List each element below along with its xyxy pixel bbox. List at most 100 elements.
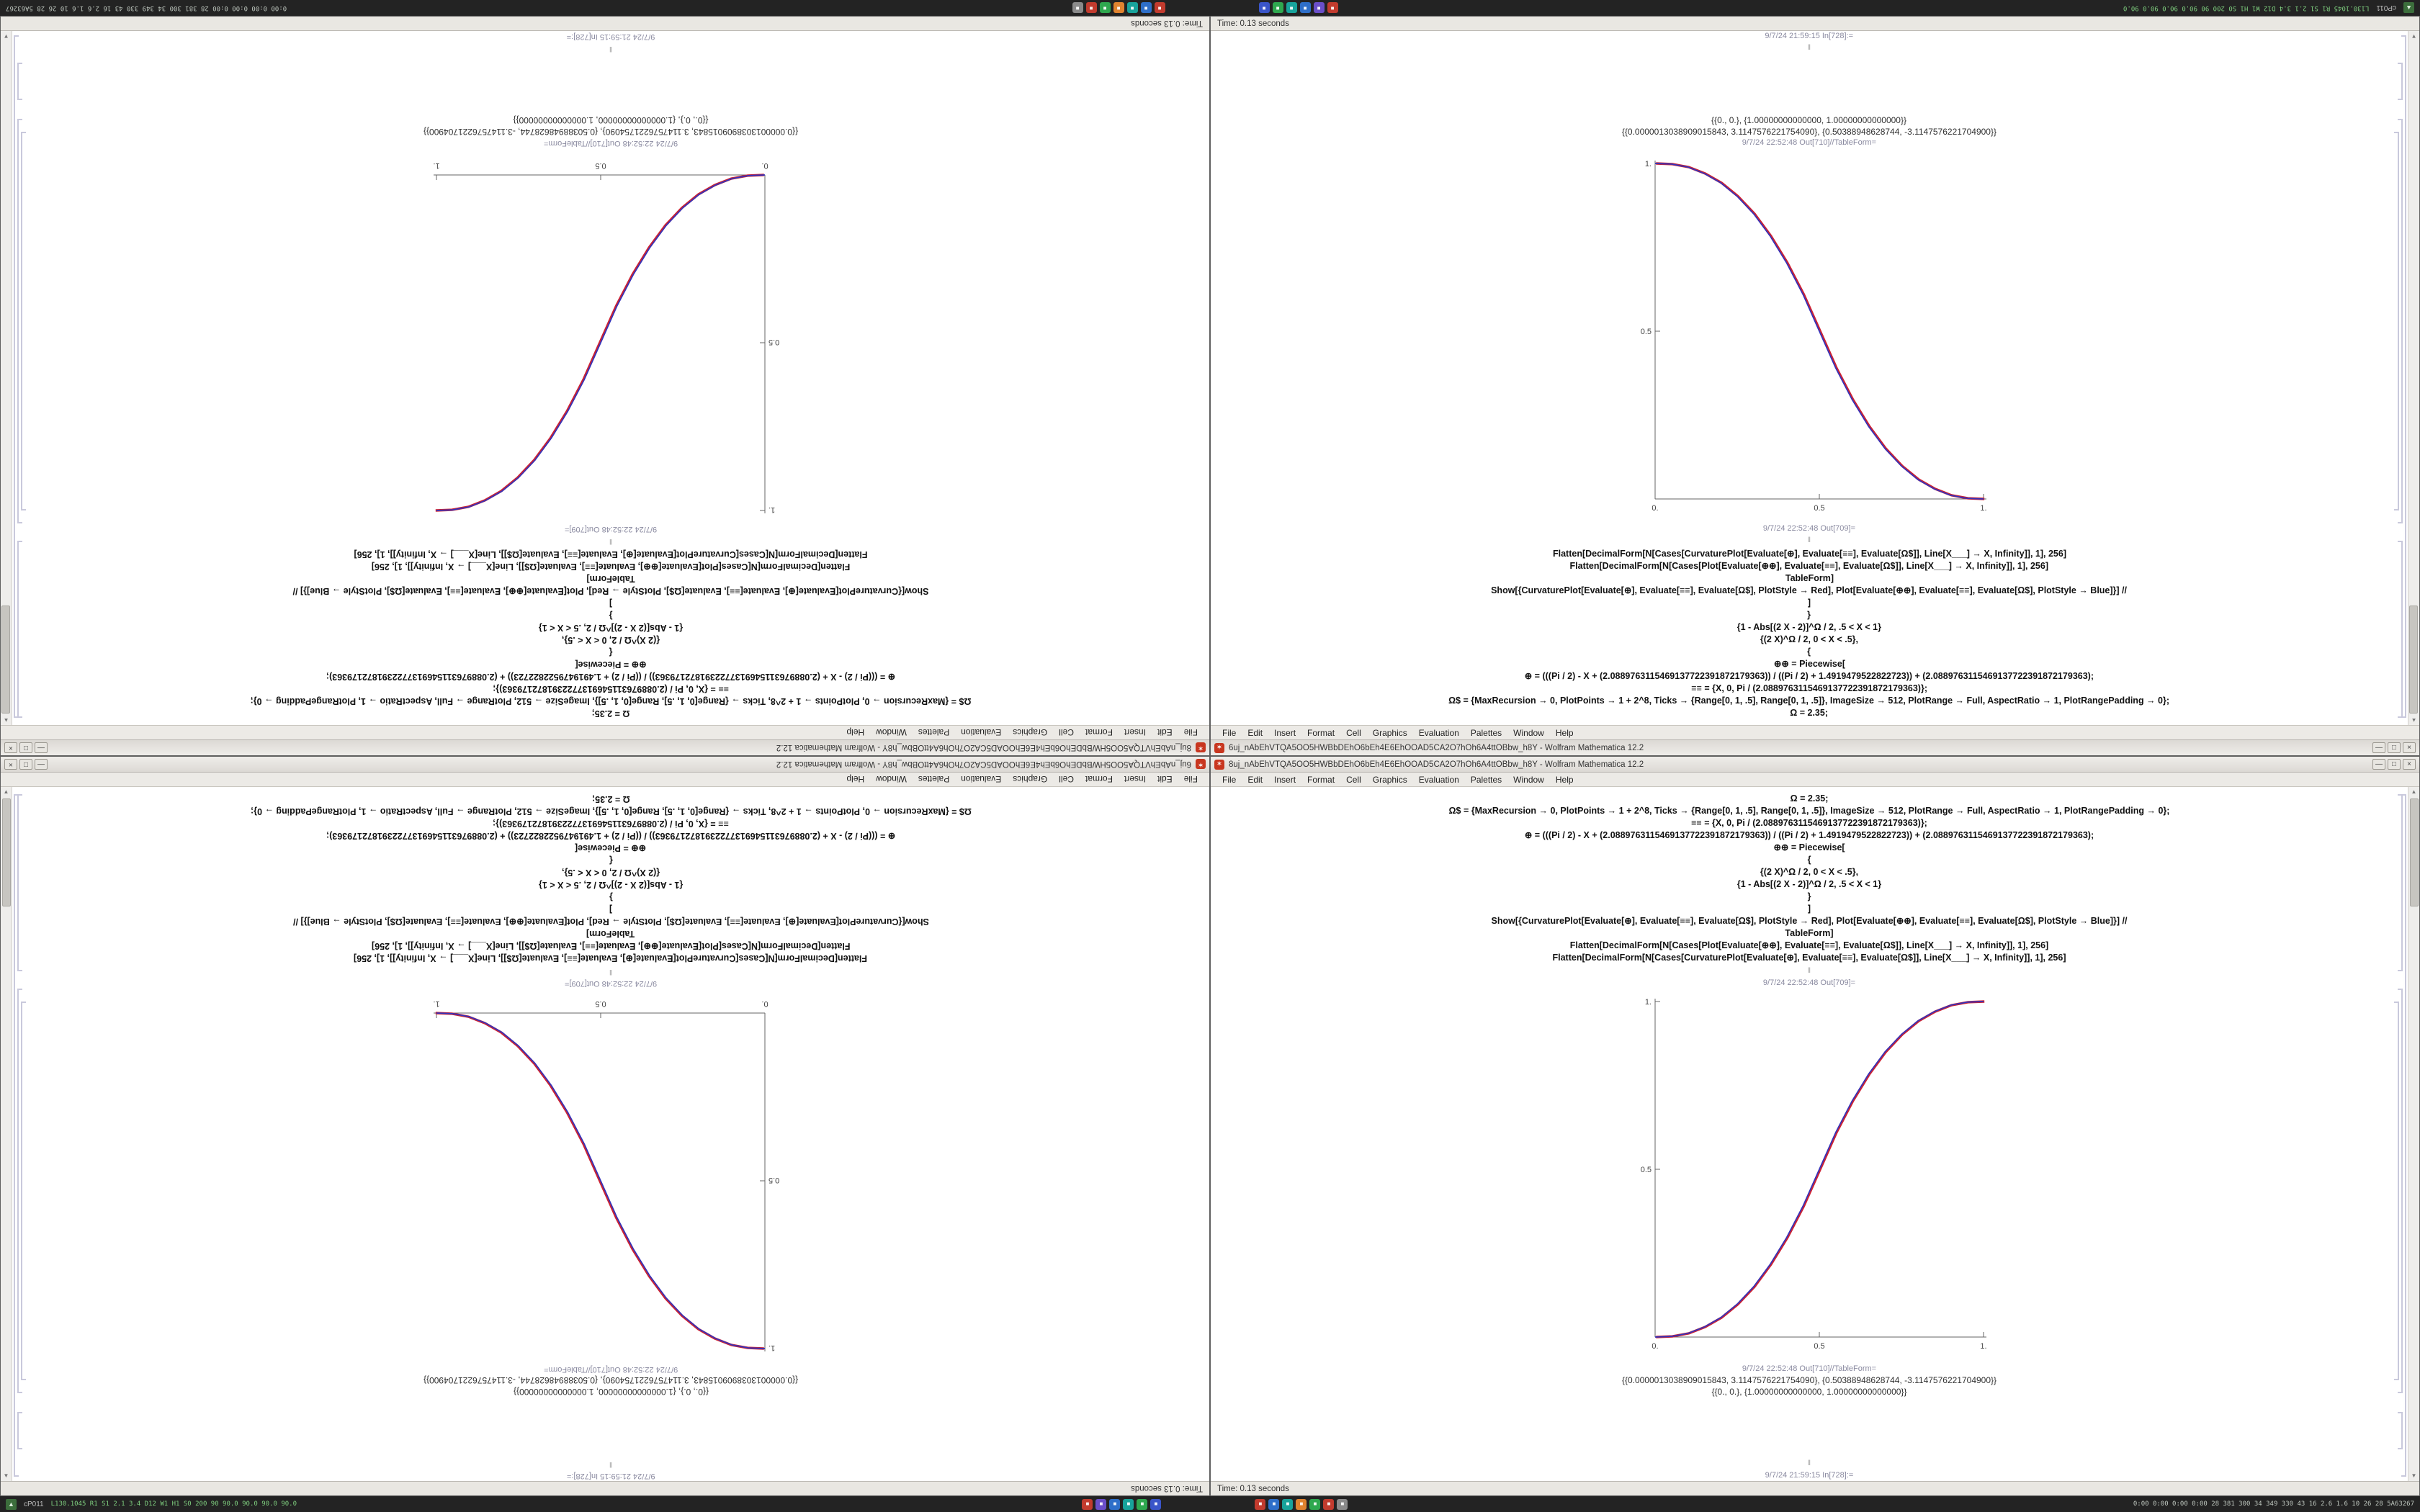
- cell-code[interactable]: ]: [609, 904, 613, 914]
- cell-code[interactable]: Flatten[DecimalForm[N[Cases[Plot[Evaluat…: [1569, 940, 2049, 950]
- titlebar[interactable]: ✶ 8uj_nAbEhVTQA5OO5HWBbDEhO6bEh4E6EhOOAD…: [1211, 757, 2419, 773]
- cell-code[interactable]: Show[{CurvaturePlot[Evaluate[⊕], Evaluat…: [292, 586, 929, 596]
- cell-code[interactable]: Ω$ = {MaxRecursion → 0, PlotPoints → 1 +…: [250, 696, 972, 706]
- menu-format[interactable]: Format: [1085, 774, 1113, 785]
- close-button[interactable]: ×: [4, 742, 17, 753]
- menu-palettes[interactable]: Palettes: [1470, 774, 1502, 785]
- menu-palettes[interactable]: Palettes: [918, 727, 950, 738]
- menu-format[interactable]: Format: [1085, 727, 1113, 738]
- menu-graphics[interactable]: Graphics: [1013, 774, 1048, 785]
- cell-code[interactable]: Show[{CurvaturePlot[Evaluate[⊕], Evaluat…: [1491, 916, 2128, 926]
- minimize-button[interactable]: —: [2372, 742, 2385, 753]
- start-button[interactable]: ▲: [2403, 2, 2414, 14]
- cell-code[interactable]: ⊕⊕ = Piecewise[: [575, 843, 647, 853]
- scroll-up-arrow[interactable]: ▲: [3, 788, 9, 795]
- vertical-scrollbar[interactable]: ▲ ▼: [1, 787, 12, 1481]
- menu-file[interactable]: File: [1222, 774, 1237, 785]
- cell-code[interactable]: {(2 X)^Ω / 2, 0 < X < .5},: [1760, 867, 1859, 877]
- cell-code[interactable]: {: [1807, 647, 1811, 657]
- maximize-button[interactable]: □: [19, 742, 32, 753]
- tray-app-teal-2-icon[interactable]: ■: [1282, 1498, 1294, 1510]
- notebook-plot[interactable]: 0. 0.5 1. 0.5 1.: [431, 155, 791, 519]
- notebook-plot[interactable]: 0. 0.5 1. 0.5 1.: [431, 993, 791, 1357]
- minimize-button[interactable]: —: [35, 742, 48, 753]
- menu-edit[interactable]: Edit: [1247, 727, 1263, 738]
- cell-code[interactable]: Flatten[DecimalForm[N[Cases[CurvaturePlo…: [1552, 953, 2066, 963]
- menu-window[interactable]: Window: [1513, 774, 1544, 785]
- scroll-down-arrow[interactable]: ▼: [3, 33, 9, 40]
- scrollbar-thumb[interactable]: [1, 798, 11, 906]
- scroll-up-arrow[interactable]: ▲: [2411, 717, 2417, 724]
- menu-window[interactable]: Window: [876, 774, 907, 785]
- cell-code[interactable]: Ω = 2.35;: [1790, 793, 1829, 804]
- tray-app-green-2-icon[interactable]: ■: [1099, 2, 1111, 14]
- cell-code[interactable]: TableForm]: [586, 929, 635, 939]
- menu-format[interactable]: Format: [1307, 774, 1335, 785]
- menu-cell[interactable]: Cell: [1346, 774, 1361, 785]
- cell-code[interactable]: {1 - Abs[(2 X - 2)]^Ω / 2, .5 < X < 1}: [538, 623, 684, 633]
- cell-code[interactable]: Flatten[DecimalForm[N[Cases[CurvaturePlo…: [354, 953, 868, 963]
- menu-edit[interactable]: Edit: [1247, 774, 1263, 785]
- cell-code[interactable]: ⊕ = (((Pi / 2) - X + (2.0889763115469137…: [326, 672, 896, 682]
- tray-app-red-icon[interactable]: ■: [1327, 2, 1338, 14]
- cell-code[interactable]: Ω = 2.35;: [591, 708, 630, 719]
- cell-code[interactable]: ≡≡ = {X, 0, Pi / (2.08897631154691377223…: [1691, 683, 1927, 693]
- cell-code[interactable]: ≡≡ = {X, 0, Pi / (2.08897631154691377223…: [493, 819, 729, 829]
- tray-app-red-2-icon[interactable]: ■: [1154, 2, 1165, 14]
- tray-app-orange-icon[interactable]: ■: [1113, 2, 1124, 14]
- menu-insert[interactable]: Insert: [1274, 727, 1296, 738]
- cell-code[interactable]: Ω = 2.35;: [1790, 708, 1829, 718]
- menu-insert[interactable]: Insert: [1124, 727, 1146, 738]
- menu-edit[interactable]: Edit: [1157, 727, 1173, 738]
- cell-code[interactable]: ]: [609, 598, 613, 608]
- maximize-button[interactable]: □: [2388, 759, 2401, 770]
- scroll-down-arrow[interactable]: ▼: [3, 1472, 9, 1479]
- cell-code[interactable]: {1 - Abs[(2 X - 2)]^Ω / 2, .5 < X < 1}: [538, 880, 684, 890]
- cell-code[interactable]: ⊕⊕ = Piecewise[: [575, 660, 647, 670]
- scroll-up-arrow[interactable]: ▲: [2411, 788, 2417, 795]
- maximize-button[interactable]: □: [19, 759, 32, 770]
- close-button[interactable]: ×: [4, 759, 17, 770]
- menu-evaluation[interactable]: Evaluation: [961, 727, 1002, 738]
- tray-app-indigo-icon[interactable]: ■: [1150, 1498, 1162, 1510]
- scroll-down-arrow[interactable]: ▼: [2411, 1472, 2417, 1479]
- menu-help[interactable]: Help: [1555, 727, 1574, 738]
- cell-code[interactable]: ≡≡ = {X, 0, Pi / (2.08897631154691377223…: [1691, 818, 1927, 828]
- menu-window[interactable]: Window: [876, 727, 907, 738]
- menu-insert[interactable]: Insert: [1274, 774, 1296, 785]
- tray-app-orange-icon[interactable]: ■: [1296, 1498, 1307, 1510]
- vertical-scrollbar[interactable]: ▲ ▼: [2408, 787, 2419, 1481]
- tray-app-green-icon[interactable]: ■: [1272, 2, 1283, 14]
- cell-code[interactable]: ≡≡ = {X, 0, Pi / (2.08897631154691377223…: [493, 684, 729, 694]
- scrollbar-thumb[interactable]: [2409, 798, 2419, 906]
- cell-code[interactable]: Flatten[DecimalForm[N[Cases[Plot[Evaluat…: [371, 941, 851, 951]
- close-button[interactable]: ×: [2403, 742, 2416, 753]
- tray-app-red-2-icon[interactable]: ■: [1255, 1498, 1266, 1510]
- cell-code[interactable]: Flatten[DecimalForm[N[Cases[CurvaturePlo…: [1552, 549, 2066, 559]
- notebook-plot[interactable]: 0. 0.5 1. 0.5 1.: [1629, 993, 1989, 1357]
- menu-graphics[interactable]: Graphics: [1372, 774, 1407, 785]
- titlebar[interactable]: ✶ 6uj_nAbEhVTQA5OO5HWBbDEhO6bEh4E6EhOOAD…: [1211, 739, 2419, 755]
- titlebar[interactable]: ✶ 6uj_nAbEhVTQA5OO5HWBbDEhO6bEh4E6EhOOAD…: [1, 757, 1209, 773]
- cell-code[interactable]: Ω = 2.35;: [591, 794, 630, 804]
- cell-code[interactable]: TableForm]: [586, 574, 635, 584]
- cell-code[interactable]: Flatten[DecimalForm[N[Cases[Plot[Evaluat…: [1569, 561, 2049, 571]
- cell-code[interactable]: }: [609, 892, 613, 902]
- cell-code[interactable]: {(2 X)^Ω / 2, 0 < X < .5},: [561, 635, 660, 645]
- menu-cell[interactable]: Cell: [1059, 774, 1074, 785]
- menu-help[interactable]: Help: [1555, 774, 1574, 785]
- menu-evaluation[interactable]: Evaluation: [961, 774, 1002, 785]
- cell-code[interactable]: Ω$ = {MaxRecursion → 0, PlotPoints → 1 +…: [1448, 806, 2170, 816]
- tray-app-red-icon[interactable]: ■: [1082, 1498, 1093, 1510]
- menu-palettes[interactable]: Palettes: [918, 774, 950, 785]
- scroll-up-arrow[interactable]: ▲: [3, 717, 9, 724]
- menu-format[interactable]: Format: [1307, 727, 1335, 738]
- cell-code[interactable]: {: [1807, 855, 1811, 865]
- menu-evaluation[interactable]: Evaluation: [1418, 774, 1459, 785]
- minimize-button[interactable]: —: [2372, 759, 2385, 770]
- scrollbar-thumb[interactable]: [2409, 606, 2419, 714]
- tray-app-blue-2-icon[interactable]: ■: [1268, 1498, 1280, 1510]
- cell-code[interactable]: Flatten[DecimalForm[N[Cases[Plot[Evaluat…: [371, 562, 851, 572]
- titlebar[interactable]: ✶ 8uj_nAbEhVTQA5OO5HWBbDEhO6bEh4E6EhOOAD…: [1, 739, 1209, 755]
- cell-code[interactable]: ⊕⊕ = Piecewise[: [1773, 659, 1845, 669]
